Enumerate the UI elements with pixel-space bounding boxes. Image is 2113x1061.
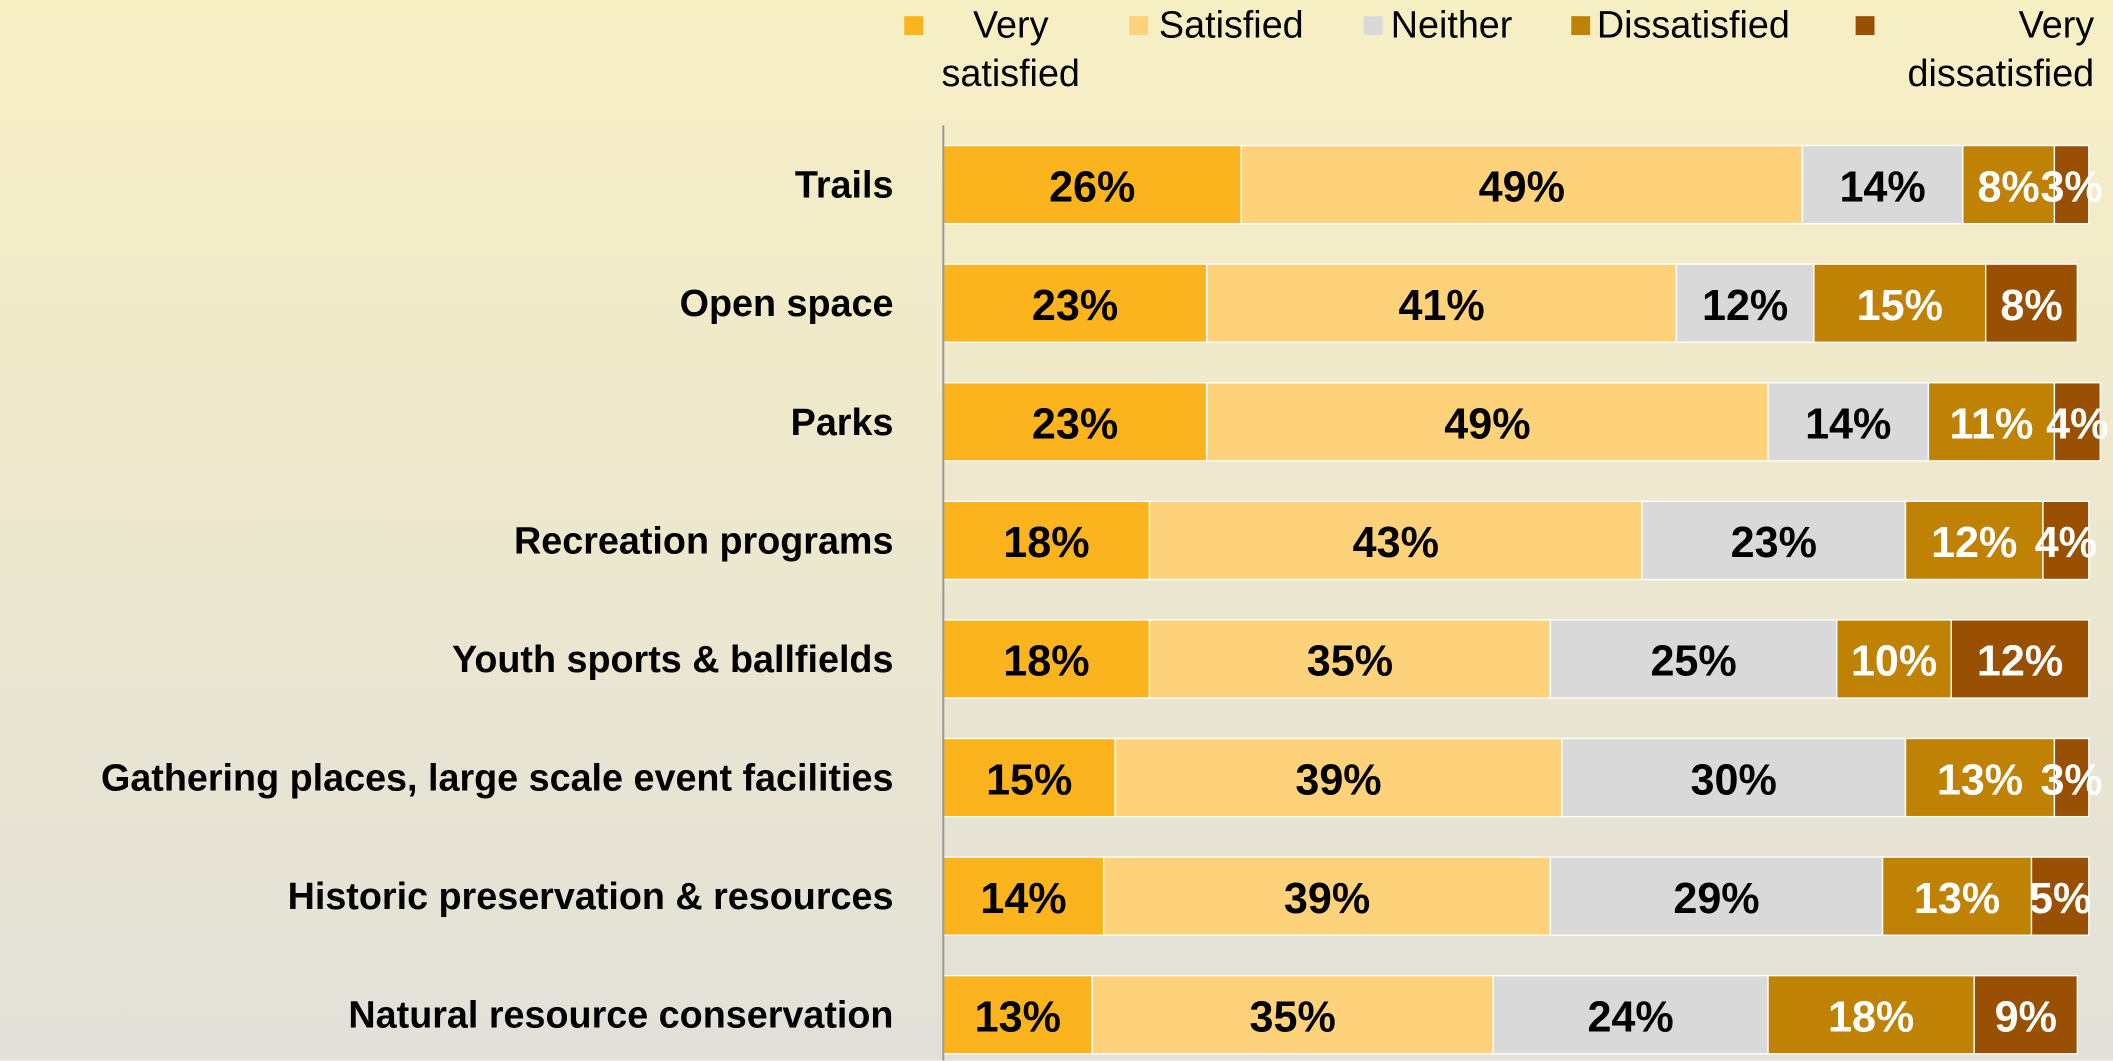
bar-segment <box>2053 144 2090 225</box>
bar-segment <box>1091 974 1494 1055</box>
data-label: 14% <box>980 875 1066 923</box>
bar-segment <box>1973 974 2078 1055</box>
data-label: 4% <box>2035 519 2097 567</box>
legend-label: Dissatisfied <box>1596 4 1790 46</box>
bar-segment <box>1148 619 1552 699</box>
bar-segment <box>1675 263 1815 343</box>
y-tick-label: Gathering places, large scale event faci… <box>101 757 893 799</box>
data-label: 23% <box>1032 282 1118 330</box>
bar-segment <box>942 144 1242 225</box>
data-label: 3% <box>2040 163 2102 211</box>
data-label: 25% <box>1650 638 1736 686</box>
data-label: 30% <box>1691 756 1777 804</box>
legend-label: Satisfied <box>1158 4 1304 46</box>
bar-segment <box>1114 737 1563 818</box>
bar-segment <box>942 974 1093 1055</box>
legend-swatch <box>1855 16 1875 36</box>
bar-segment <box>1492 974 1769 1055</box>
data-label: 12% <box>1931 519 2017 567</box>
data-label: 14% <box>1839 163 1925 211</box>
bar-segment <box>1767 382 1930 462</box>
bar-segment <box>1927 382 2056 462</box>
data-label: 43% <box>1353 519 1439 567</box>
data-label: 5% <box>2029 875 2091 923</box>
legend-label: Neither <box>1390 4 1513 46</box>
bar-segment <box>1985 263 2078 343</box>
y-tick-label: Natural resource conservation <box>348 994 893 1036</box>
data-label: 35% <box>1250 993 1336 1041</box>
bar-segment <box>1240 144 1804 225</box>
data-label: 13% <box>975 993 1061 1041</box>
data-label: 18% <box>1003 519 1089 567</box>
bar-segment <box>1813 263 1987 343</box>
y-tick-label: Parks <box>791 401 894 443</box>
bar-segment <box>2030 856 2090 936</box>
legend-label: Very dissatisfied <box>1907 4 2095 95</box>
legend-swatch <box>1571 16 1591 36</box>
bar-segment <box>1962 144 2056 225</box>
y-tick-label: Recreation programs <box>514 519 893 561</box>
legend-swatch <box>1363 16 1383 36</box>
bar-segment <box>942 263 1208 343</box>
data-label: 18% <box>1003 638 1089 686</box>
data-label: 24% <box>1587 993 1673 1041</box>
bar-segment <box>1881 856 2033 936</box>
y-tick-label: Youth sports & ballfields <box>452 638 893 680</box>
data-label: 13% <box>1914 875 2000 923</box>
bar-segment <box>942 619 1151 699</box>
legend-label: Very satisfied <box>941 4 1080 95</box>
bar-segment <box>1641 500 1907 581</box>
bar-segment <box>1950 619 2090 699</box>
bar-segment <box>1801 144 1964 225</box>
data-label: 23% <box>1731 519 1817 567</box>
y-tick-label: Open space <box>680 282 894 324</box>
data-label: 41% <box>1398 282 1484 330</box>
data-label: 11% <box>1949 400 2033 448</box>
bar-segment <box>1148 500 1643 581</box>
data-label: 10% <box>1851 638 1937 686</box>
bar-segment <box>1767 974 1975 1055</box>
data-label: 9% <box>1995 993 2057 1041</box>
legend-swatch <box>904 16 924 36</box>
bar-segment <box>1206 263 1678 343</box>
data-label: 35% <box>1307 638 1393 686</box>
legend-swatch <box>1129 16 1149 36</box>
data-label: 39% <box>1284 875 1370 923</box>
data-label: 3% <box>2040 756 2102 804</box>
bar-segment <box>1904 737 2056 818</box>
y-tick-label: Trails <box>795 164 894 206</box>
bar-segment <box>942 856 1105 936</box>
data-label: 8% <box>2000 282 2062 330</box>
bar-segment <box>2053 737 2090 818</box>
data-label: 18% <box>1828 993 1914 1041</box>
bar-segment <box>1206 382 1769 462</box>
bar-segment <box>1549 619 1838 699</box>
data-label: 39% <box>1295 756 1381 804</box>
data-label: 8% <box>1977 163 2039 211</box>
bar-segment <box>2053 382 2101 462</box>
data-label: 12% <box>1702 282 1788 330</box>
data-label: 4% <box>2046 400 2108 448</box>
data-label: 15% <box>986 756 1072 804</box>
data-label: 15% <box>1857 282 1943 330</box>
data-label: 13% <box>1937 756 2023 804</box>
data-label: 14% <box>1805 400 1891 448</box>
data-label: 23% <box>1032 400 1118 448</box>
data-label: 49% <box>1479 163 1565 211</box>
data-label: 12% <box>1977 638 2063 686</box>
bar-segment <box>2042 500 2090 581</box>
data-label: 49% <box>1444 400 1530 448</box>
y-tick-label: Historic preservation & resources <box>288 875 894 917</box>
bar-segment <box>1904 500 2044 581</box>
bar-segment <box>1561 737 1907 818</box>
data-label: 29% <box>1673 875 1759 923</box>
data-label: 26% <box>1049 163 1135 211</box>
